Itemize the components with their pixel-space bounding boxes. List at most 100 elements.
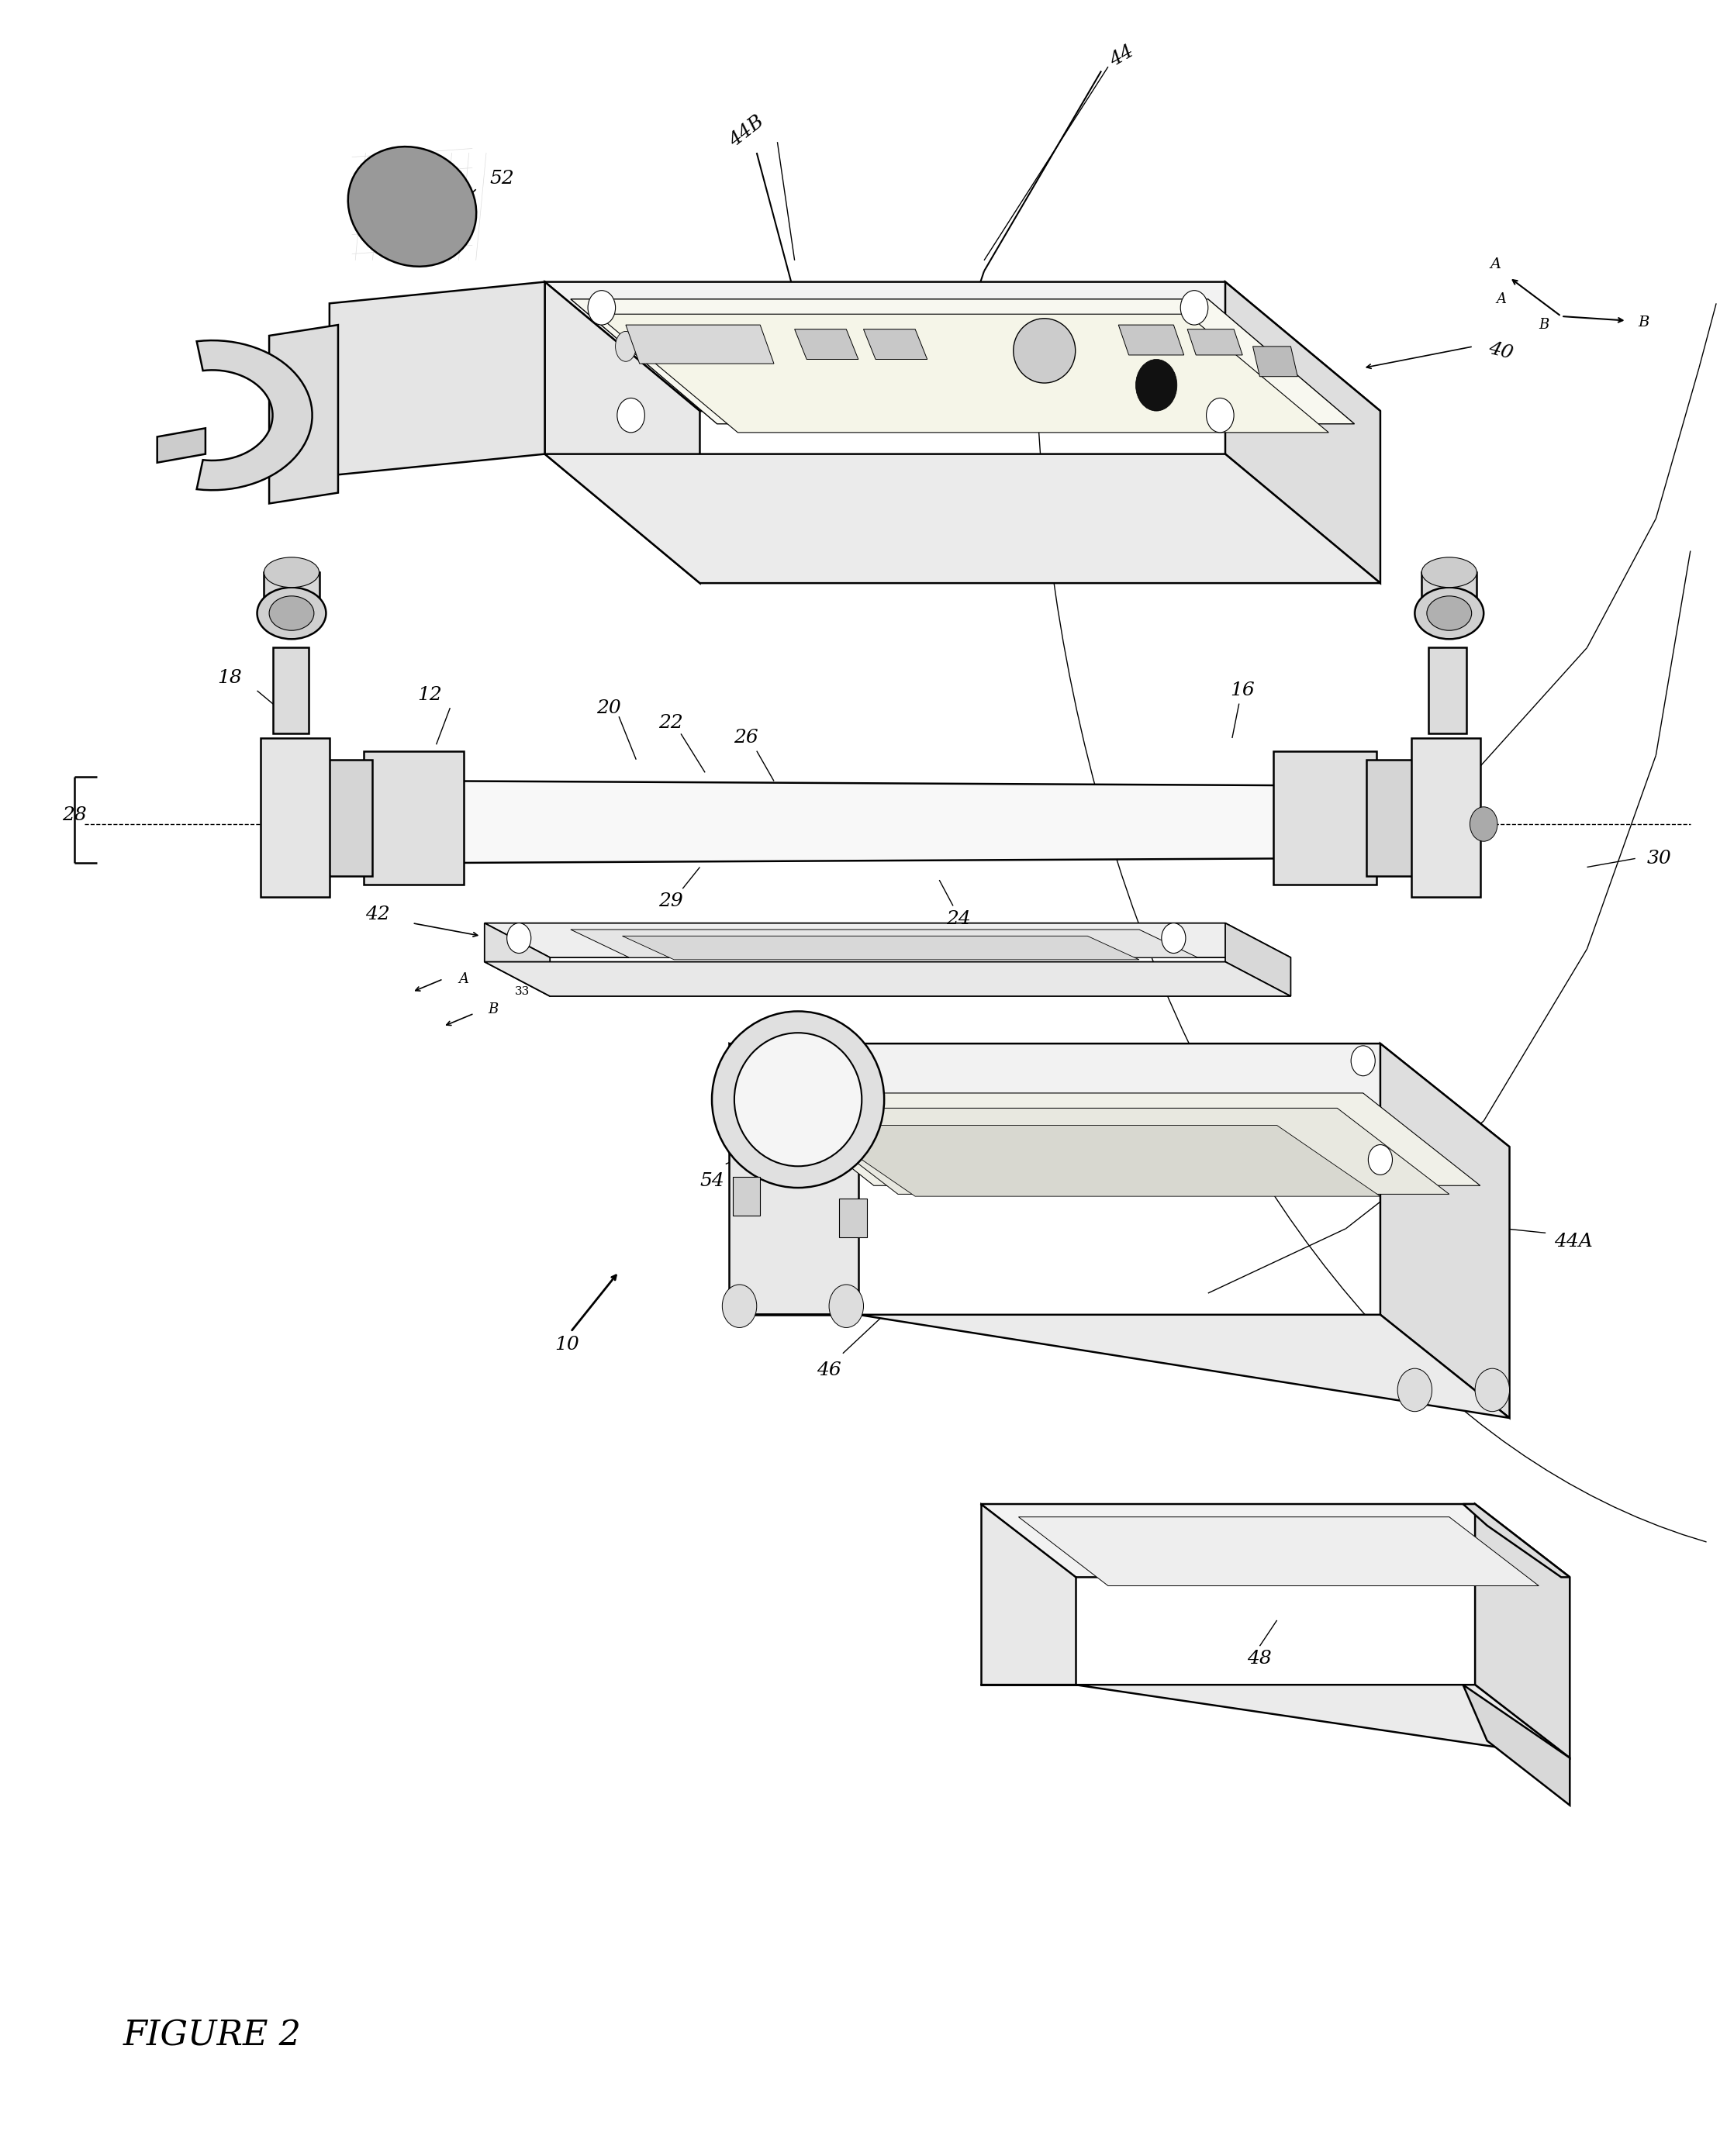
Circle shape — [1136, 360, 1178, 412]
Ellipse shape — [1421, 556, 1477, 586]
Polygon shape — [364, 750, 465, 884]
Circle shape — [765, 1145, 789, 1175]
Text: 44A: 44A — [1554, 1233, 1592, 1250]
Circle shape — [617, 399, 644, 433]
Ellipse shape — [734, 1033, 862, 1166]
Text: 18: 18 — [218, 668, 242, 688]
Ellipse shape — [1014, 319, 1076, 384]
Polygon shape — [264, 571, 319, 604]
Polygon shape — [981, 1505, 1570, 1578]
Ellipse shape — [636, 332, 656, 362]
Ellipse shape — [269, 595, 314, 630]
Polygon shape — [1463, 1684, 1570, 1805]
Ellipse shape — [698, 332, 718, 362]
Polygon shape — [729, 1044, 1509, 1147]
Polygon shape — [981, 1684, 1570, 1757]
Ellipse shape — [677, 332, 698, 362]
Polygon shape — [570, 300, 1354, 425]
Ellipse shape — [1414, 586, 1483, 638]
Text: 12: 12 — [418, 686, 442, 703]
Text: 29: 29 — [658, 893, 682, 910]
Polygon shape — [1380, 1044, 1509, 1419]
Text: 54: 54 — [699, 1173, 724, 1190]
Text: 30: 30 — [1648, 849, 1672, 867]
Ellipse shape — [349, 147, 477, 267]
Polygon shape — [729, 1315, 1509, 1419]
Polygon shape — [1019, 1518, 1539, 1587]
Polygon shape — [544, 282, 1380, 412]
Polygon shape — [1428, 647, 1466, 733]
Polygon shape — [786, 1108, 1449, 1194]
Ellipse shape — [264, 556, 319, 586]
Text: 46: 46 — [817, 1363, 841, 1380]
Polygon shape — [544, 455, 1380, 582]
Polygon shape — [570, 929, 1199, 957]
Polygon shape — [269, 326, 338, 505]
Circle shape — [508, 923, 530, 953]
Ellipse shape — [718, 332, 739, 362]
Circle shape — [1207, 399, 1233, 433]
Polygon shape — [812, 1125, 1380, 1197]
Polygon shape — [596, 315, 1328, 433]
Text: 26: 26 — [734, 729, 758, 746]
Circle shape — [587, 291, 615, 326]
Text: A: A — [1490, 259, 1501, 272]
Polygon shape — [732, 1177, 760, 1216]
Polygon shape — [794, 330, 858, 360]
Text: 28: 28 — [62, 806, 86, 824]
Circle shape — [1181, 291, 1209, 326]
Polygon shape — [261, 737, 330, 897]
Polygon shape — [1366, 759, 1418, 875]
Ellipse shape — [257, 586, 326, 638]
Text: B: B — [1639, 315, 1649, 330]
Polygon shape — [625, 326, 774, 364]
Polygon shape — [544, 282, 699, 582]
Circle shape — [1162, 923, 1186, 953]
Circle shape — [1475, 1369, 1509, 1412]
Text: 16: 16 — [1230, 681, 1256, 699]
Polygon shape — [197, 341, 313, 489]
Text: A: A — [459, 972, 468, 985]
Polygon shape — [981, 1505, 1076, 1684]
Text: 44B: 44B — [725, 112, 767, 151]
Text: 52: 52 — [489, 170, 515, 188]
Polygon shape — [1224, 282, 1380, 582]
Polygon shape — [756, 1093, 1480, 1186]
Polygon shape — [839, 1199, 867, 1238]
Text: 22: 22 — [658, 714, 682, 731]
Circle shape — [829, 1285, 864, 1328]
Polygon shape — [1188, 330, 1242, 356]
Polygon shape — [1119, 326, 1185, 356]
Polygon shape — [622, 936, 1140, 959]
Polygon shape — [1411, 737, 1480, 897]
Polygon shape — [729, 1044, 858, 1315]
Polygon shape — [485, 923, 549, 996]
Text: 33: 33 — [515, 987, 530, 998]
Polygon shape — [864, 330, 927, 360]
Ellipse shape — [656, 332, 677, 362]
Polygon shape — [485, 962, 1290, 996]
Circle shape — [1470, 806, 1497, 841]
Text: A: A — [1496, 291, 1506, 306]
Text: FIGURE 2: FIGURE 2 — [123, 2018, 300, 2053]
Text: 20: 20 — [596, 699, 620, 716]
Text: 24: 24 — [946, 910, 971, 927]
Polygon shape — [459, 780, 1276, 862]
Ellipse shape — [1427, 595, 1471, 630]
Polygon shape — [485, 923, 1290, 957]
Circle shape — [1397, 1369, 1432, 1412]
Text: B: B — [489, 1003, 499, 1015]
Polygon shape — [1421, 571, 1477, 604]
Text: 40: 40 — [1487, 338, 1515, 362]
Polygon shape — [1273, 750, 1376, 884]
Polygon shape — [1463, 1505, 1570, 1578]
Polygon shape — [157, 429, 206, 464]
Polygon shape — [1224, 923, 1290, 996]
Circle shape — [722, 1285, 756, 1328]
Ellipse shape — [712, 1011, 884, 1188]
Polygon shape — [321, 759, 373, 875]
Circle shape — [1351, 1046, 1375, 1076]
Text: 42: 42 — [366, 906, 390, 923]
Circle shape — [1368, 1145, 1392, 1175]
Text: 48: 48 — [1247, 1649, 1273, 1669]
